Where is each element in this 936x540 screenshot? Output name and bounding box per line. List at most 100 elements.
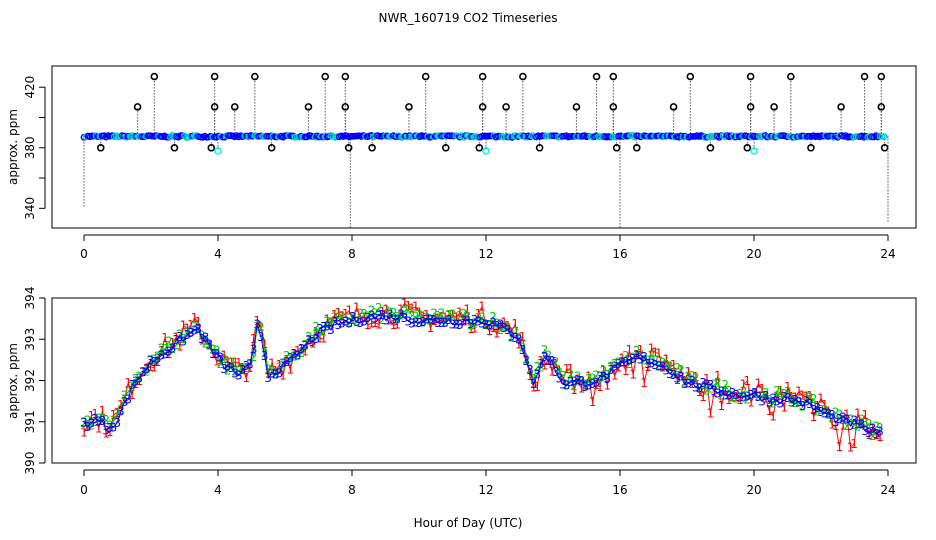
series-1-marker: 1 [438,310,446,324]
series-1-marker: 1 [88,409,96,423]
series-2-marker: 2 [102,413,110,427]
series-3-marker: 3 [696,382,704,396]
series-2-marker: 2 [655,359,663,373]
series-3-marker: 3 [191,323,199,337]
series-3-marker: 3 [821,406,829,420]
series-3-marker: 3 [334,318,342,332]
series-2-marker: 2 [567,367,575,381]
bottom-x-tick-label: 24 [880,483,895,497]
spikes_high-point [746,72,755,81]
series-3-marker: 3 [99,414,107,428]
series-1-marker: 1 [331,308,339,322]
series-2-marker: 2 [581,377,589,391]
spikes_high-point [877,72,886,81]
series-2-marker: 2 [172,338,180,352]
series-2-marker: 2 [813,405,821,419]
series-2-marker: 2 [670,366,678,380]
series-2-marker: 2 [666,360,674,374]
series-1-marker: 1 [467,322,475,336]
series-2-marker: 2 [84,414,92,428]
spikes_mid-point [478,103,487,111]
series-3-marker: 3 [780,390,788,404]
series-3-marker: 3 [393,313,401,327]
series-3-marker: 3 [279,357,287,371]
series-2-marker: 2 [357,306,365,320]
series-3-marker: 3 [320,320,328,334]
series-1-marker: 1 [603,378,611,392]
series-3-marker: 3 [471,313,479,327]
series-2-marker: 2 [758,389,766,403]
series-3-marker: 3 [463,313,471,327]
series-3-marker: 3 [651,358,659,372]
series-1-marker: 1 [463,303,471,317]
series-2-marker: 2 [312,320,320,334]
series-3-marker: 3 [379,308,387,322]
series-3-marker: 3 [124,393,132,407]
series-3-marker: 3 [762,389,770,403]
series-2-marker: 2 [158,341,166,355]
series-3-marker: 3 [578,374,586,388]
series-2-marker: 2 [648,348,656,362]
series-2-marker: 2 [213,344,221,358]
series-2-marker: 2 [478,310,486,324]
series-3-marker: 3 [622,355,630,369]
series-2-marker: 2 [696,381,704,395]
series-2-marker: 2 [110,413,118,427]
series-2-marker: 2 [408,308,416,322]
series-2-marker: 2 [290,350,298,364]
bottom-x-tick-label: 20 [746,483,761,497]
series-3-marker: 3 [570,375,578,389]
series-2-marker: 2 [316,327,324,341]
series-3-marker: 3 [368,308,376,322]
series-3-marker: 3 [121,395,129,409]
series-2-marker: 2 [456,309,464,323]
series-3-marker: 3 [430,313,438,327]
series-3-marker: 3 [847,419,855,433]
series-3-marker: 3 [556,371,564,385]
series-3-marker: 3 [147,354,155,368]
series-2-marker: 2 [861,419,869,433]
series-3-marker: 3 [773,394,781,408]
series-3-marker: 3 [397,307,405,321]
series-1-marker: 1 [872,428,880,442]
series-2-marker: 2 [287,353,295,367]
series-3-marker: 3 [139,365,147,379]
series-3-marker: 3 [788,396,796,410]
series-3-marker: 3 [331,315,339,329]
spikes_low-point [441,143,450,152]
series-1-marker: 1 [474,307,482,321]
series-1-marker: 1 [762,392,770,406]
series-2-marker: 2 [544,349,552,363]
series-3-marker: 3 [316,322,324,336]
series-1-marker: 1 [692,370,700,384]
series-1-marker: 1 [264,367,272,381]
series-1-marker: 1 [235,356,243,370]
top-y-label: approx. ppm [6,109,20,185]
series-3-marker: 3 [755,390,763,404]
series-3-marker: 3 [161,348,169,362]
series-3-marker: 3 [876,424,884,438]
series-3-marker: 3 [817,405,825,419]
series-2-marker: 2 [718,388,726,402]
series-3-marker: 3 [854,417,862,431]
series-1-marker: 1 [769,409,777,423]
series-1-marker: 1 [268,356,276,370]
series-2-marker: 2 [640,354,648,368]
series-3-marker: 3 [220,362,228,376]
bottom-x-tick-label: 16 [612,483,627,497]
series-2-marker: 2 [725,384,733,398]
series-3-marker: 3 [858,417,866,431]
spikes_high-point [321,72,330,81]
series-2-marker: 2 [743,392,751,406]
series-3-marker: 3 [567,375,575,389]
series-1-marker: 1 [124,376,132,390]
series-3-marker: 3 [217,350,225,364]
series-1-marker: 1 [486,324,494,338]
series-2-marker: 2 [519,341,527,355]
series-3-marker: 3 [242,359,250,373]
series-2-marker: 2 [404,303,412,317]
series-3-marker: 3 [596,369,604,383]
series-1-marker: 1 [353,300,361,314]
series-1-marker: 1 [813,399,821,413]
series-2-marker: 2 [393,310,401,324]
